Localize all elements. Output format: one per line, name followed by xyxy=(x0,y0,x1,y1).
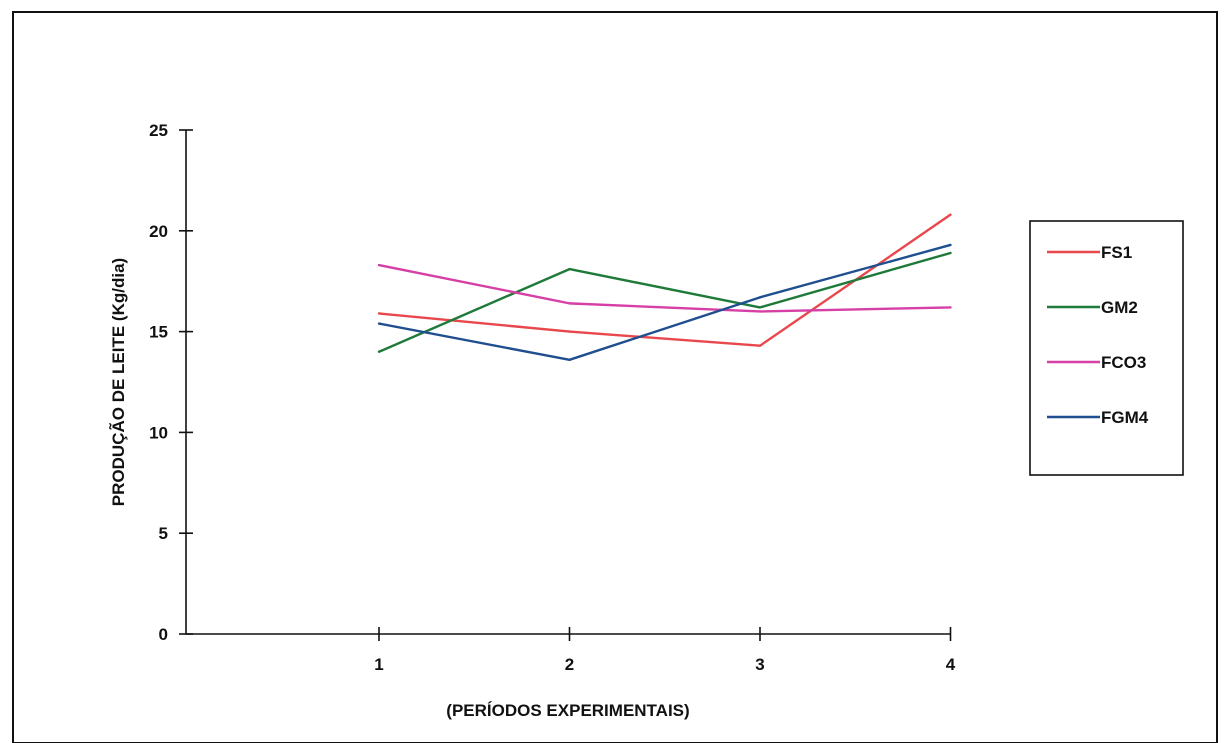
data-point-fgm4 xyxy=(949,243,952,247)
series-line-fgm4 xyxy=(378,243,951,362)
x-ticks: 1 2 3 4 xyxy=(374,627,956,674)
y-tick-label: 10 xyxy=(149,423,168,442)
data-point-fs1 xyxy=(568,330,571,333)
y-tick-label: 25 xyxy=(149,121,168,140)
legend: FS1 GM2 FCO3 FGM4 xyxy=(1029,220,1184,476)
data-point-fs1 xyxy=(758,344,762,347)
series-lines xyxy=(377,213,952,362)
y-axis-title: PRODUÇÃO DE LEITE (Kg/dia) xyxy=(108,258,128,506)
data-point-fco3 xyxy=(758,310,762,313)
y-tick-label: 15 xyxy=(149,323,168,342)
figure-border xyxy=(12,11,1218,743)
data-point-fgm4 xyxy=(758,296,762,299)
y-ticks: 0 5 10 15 20 25 xyxy=(149,121,193,644)
y-tick-label: 5 xyxy=(159,524,168,543)
x-tick-label: 4 xyxy=(946,655,956,674)
data-point-gm2 xyxy=(758,306,762,309)
legend-label-fgm4: FGM4 xyxy=(1101,408,1149,427)
x-axis-title: (PERÍODOS EXPERIMENTAIS) xyxy=(446,701,689,720)
axes xyxy=(185,130,951,635)
data-point-gm2 xyxy=(949,251,952,255)
data-point-fco3 xyxy=(949,306,952,309)
legend-label-fs1: FS1 xyxy=(1101,243,1132,262)
data-point-gm2 xyxy=(568,267,571,271)
legend-label-gm2: GM2 xyxy=(1101,298,1138,317)
x-tick-label: 2 xyxy=(565,655,574,674)
x-tick-label: 3 xyxy=(755,655,764,674)
legend-box xyxy=(1029,220,1184,476)
y-tick-label: 20 xyxy=(149,222,168,241)
x-tick-label: 1 xyxy=(374,655,383,674)
legend-label-fco3: FCO3 xyxy=(1101,353,1146,372)
series-line-gm2 xyxy=(378,251,951,353)
data-point-fgm4 xyxy=(377,322,381,325)
y-tick-label: 0 xyxy=(159,625,168,644)
data-point-fco3 xyxy=(568,302,571,305)
data-point-gm2 xyxy=(377,350,381,353)
data-point-fs1 xyxy=(377,312,381,315)
data-point-fco3 xyxy=(377,263,381,267)
series-line-fco3 xyxy=(378,263,951,313)
data-point-fs1 xyxy=(949,213,952,216)
data-point-fgm4 xyxy=(568,358,571,362)
